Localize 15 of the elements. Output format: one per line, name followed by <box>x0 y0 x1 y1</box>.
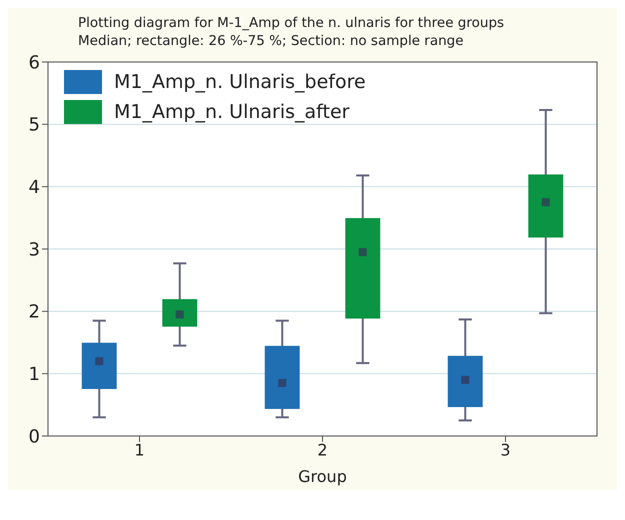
legend-label: M1_Amp_n. Ulnaris_before <box>114 71 366 93</box>
x-axis-title: Group <box>298 467 347 486</box>
x-tick-label: 3 <box>500 440 511 460</box>
y-tick-label: 1 <box>28 364 40 386</box>
y-tick-label: 5 <box>28 114 40 136</box>
x-tick-label: 2 <box>317 440 328 460</box>
x-tick-label: 1 <box>134 440 145 460</box>
chart-title: Plotting diagram for M-1_Amp of the n. ulnaris for three groups <box>78 14 506 32</box>
y-tick-label: 0 <box>28 426 40 448</box>
y-tick-label: 4 <box>28 177 40 198</box>
y-tick-label: 6 <box>28 52 40 74</box>
chart-subtitle: Median; rectangle: 26 %-75 %; Section: no sample range <box>78 32 465 50</box>
y-tick-label: 2 <box>28 302 40 323</box>
y-tick-label: 3 <box>28 239 40 260</box>
legend-label: M1_Amp_n. Ulnaris_after <box>114 101 350 123</box>
